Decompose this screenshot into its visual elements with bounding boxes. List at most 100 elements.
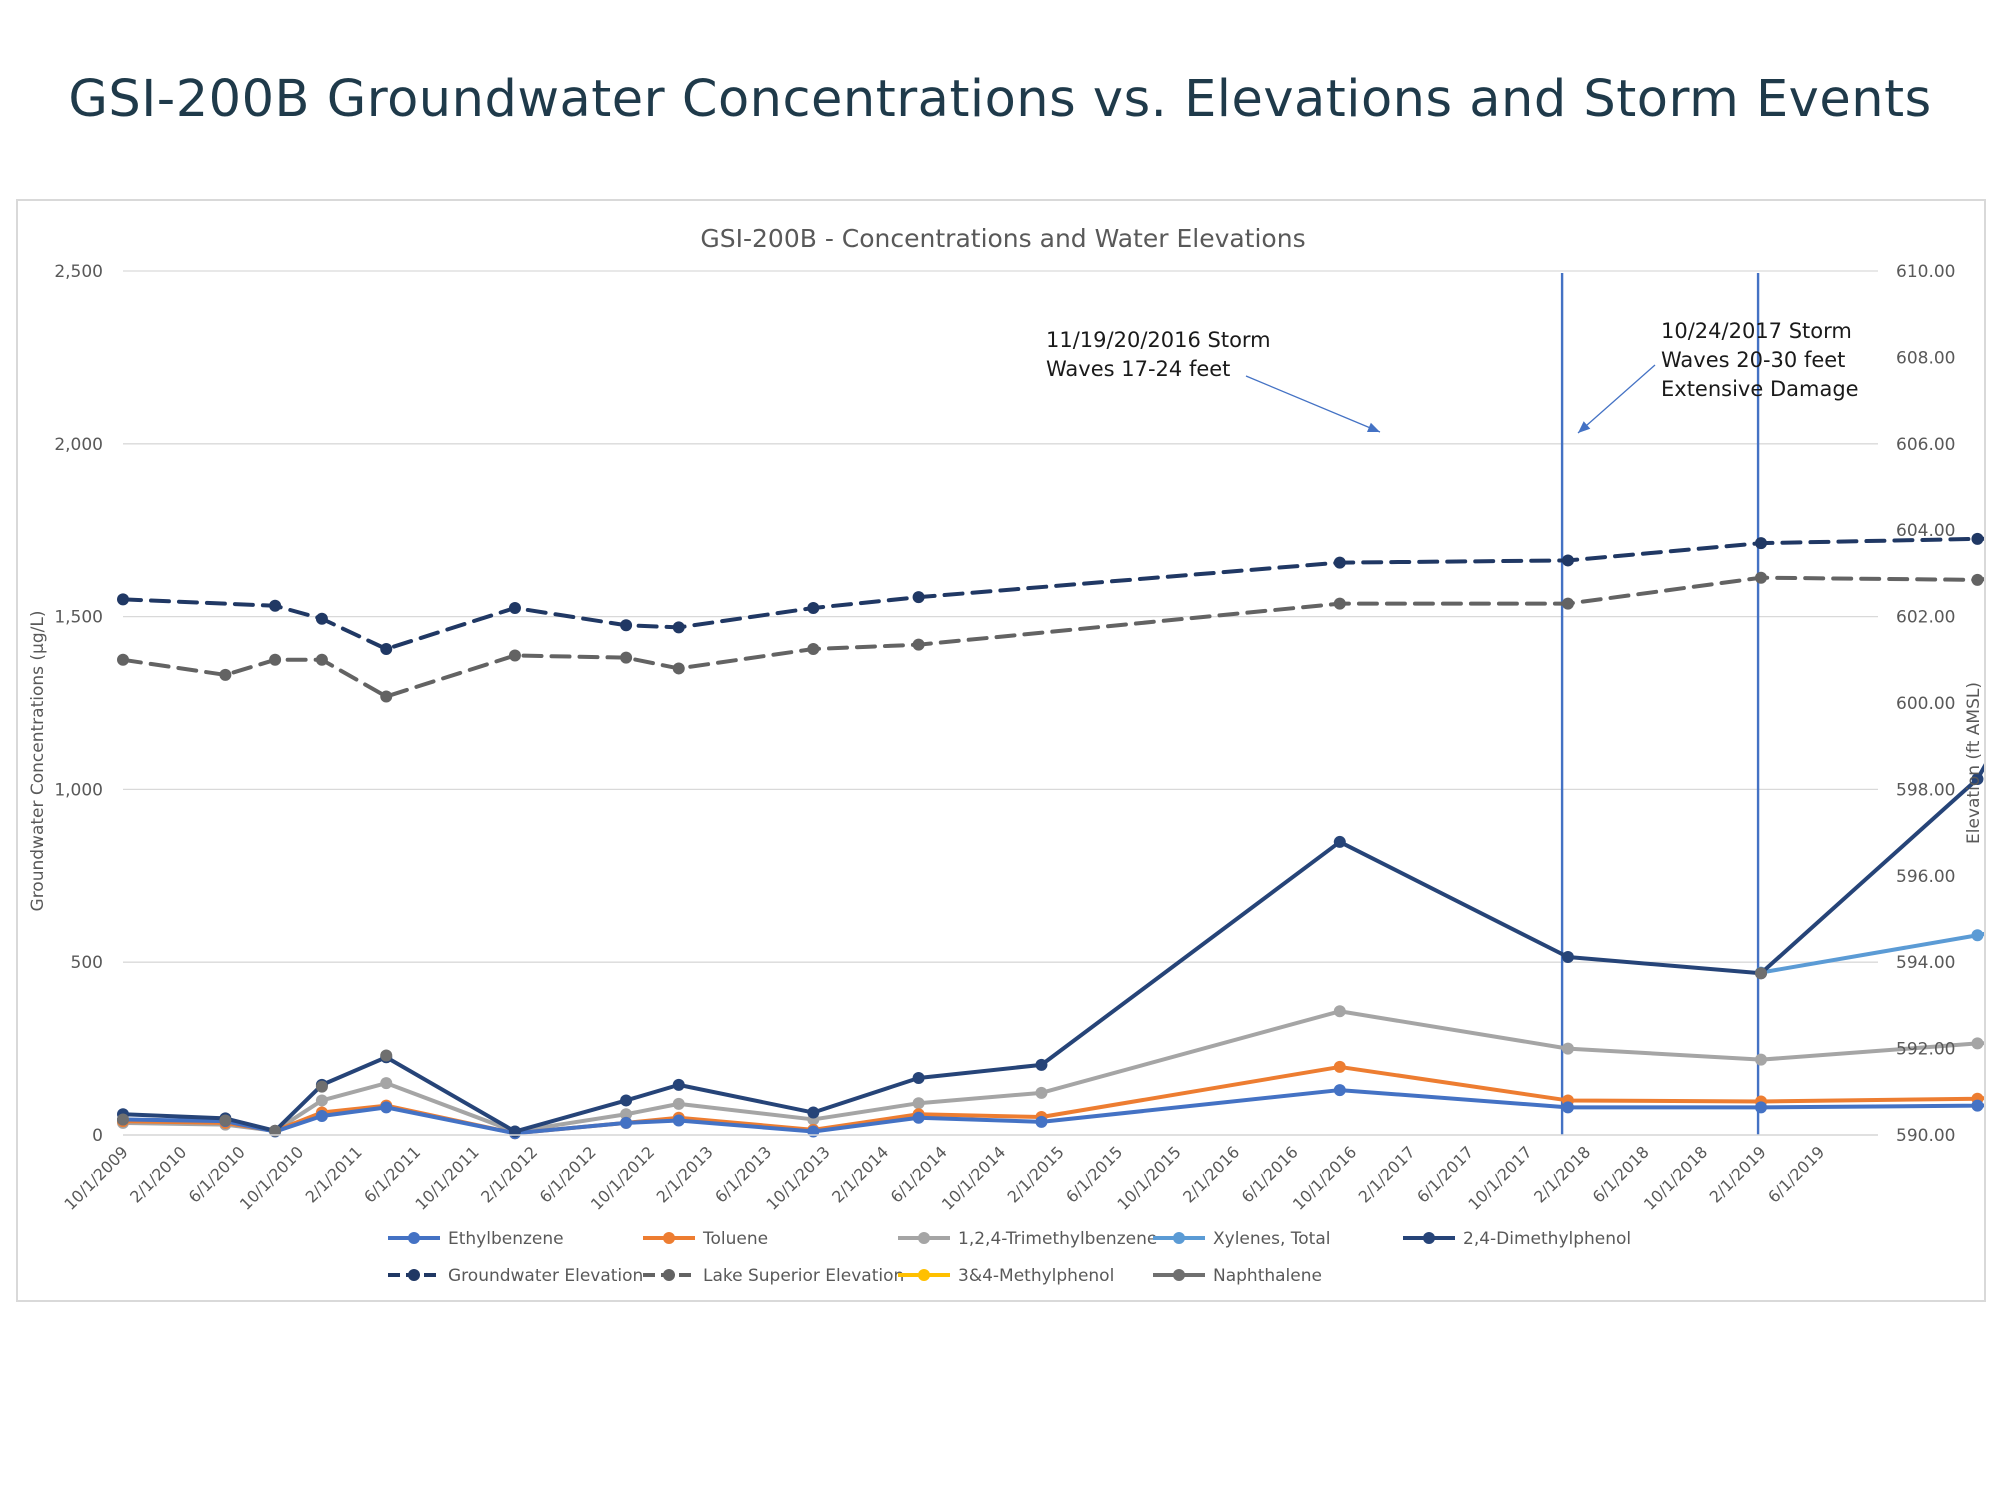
y2-tick-label: 604.00 [1896,521,1955,541]
storm-event-annotation: 10/24/2017 Storm [1661,319,1852,343]
y-axis-label: Groundwater Concentrations (µg/L) [28,611,48,912]
data-point [1333,597,1346,610]
x-tick-label: 2/1/2012 [477,1142,541,1206]
legend-swatch-marker [408,1269,420,1281]
data-point [620,651,633,664]
y-tick-label: 1,000 [54,780,103,800]
y2-tick-label: 592.00 [1896,1040,1955,1060]
data-point [315,1109,328,1122]
x-tick-label: 10/1/2016 [1289,1142,1360,1213]
data-point [117,653,129,666]
data-point [1561,1042,1574,1055]
x-tick-label: 10/1/2015 [1113,1142,1184,1213]
legend-swatch-marker [918,1269,930,1281]
legend-label: Lake Superior Elevation [703,1266,904,1286]
storm-event-annotation: Extensive Damage [1661,377,1859,401]
data-point [1035,1086,1048,1099]
y2-tick-label: 606.00 [1896,435,1955,455]
x-tick-label: 10/1/2014 [938,1142,1009,1213]
data-point [269,599,282,612]
y2-tick-label: 602.00 [1896,608,1955,628]
data-point [912,1097,925,1110]
data-point [1561,951,1574,964]
data-point [620,619,633,632]
legend-label: 2,4-Dimethylphenol [1463,1229,1631,1249]
data-point [620,1094,633,1107]
x-tick-label: 10/1/2017 [1464,1142,1535,1213]
data-point [912,1071,925,1084]
data-point [1333,835,1346,848]
y2-tick-label: 610.00 [1896,262,1955,282]
data-point [1333,1005,1346,1018]
y2-tick-label: 594.00 [1896,953,1955,973]
data-point [1035,1115,1048,1128]
y-tick-label: 2,000 [54,435,103,455]
legend-swatch-marker [408,1232,420,1244]
chart-svg: 11/19/20/2016 Storm Waves 17-24 feet 10/24… [28,224,1984,1286]
series-line [121,536,1984,651]
data-point [315,612,328,625]
data-point [219,668,232,681]
x-tick-label: 2/1/2010 [126,1142,190,1206]
legend-swatch-marker [1173,1232,1185,1244]
data-point [508,601,521,614]
legend-swatch-marker [1173,1269,1185,1281]
data-point [807,601,820,614]
data-point [672,621,685,634]
legend-label: Ethylbenzene [448,1229,564,1249]
data-point [1755,571,1767,584]
data-point [380,690,393,703]
legend-swatch-marker [1423,1232,1435,1244]
data-point [620,1108,633,1121]
x-tick-label: 2/1/2014 [828,1142,892,1206]
data-point [380,643,393,655]
data-point [807,643,820,655]
y-tick-label: 1,500 [54,608,103,628]
x-tick-label: 2/1/2013 [653,1142,717,1206]
data-point [269,1124,282,1137]
x-tick-label: 10/1/2009 [60,1142,131,1213]
data-point [1035,1058,1048,1071]
storm-event-arrow [1577,364,1656,434]
data-point [1333,1084,1346,1097]
storm-event-annotation: 11/19/20/2016 Storm [1046,328,1271,352]
data-point [1755,1101,1767,1114]
page-title: GSI-200B Groundwater Concentrations vs. … [68,70,1932,129]
legend-label: Groundwater Elevation [448,1266,643,1286]
x-tick-label: 10/1/2012 [587,1142,658,1213]
x-tick-label: 2/1/2016 [1179,1142,1243,1206]
x-tick-label: 10/1/2010 [236,1142,307,1213]
data-point [1755,967,1767,980]
y2-tick-label: 596.00 [1896,867,1955,887]
series-line [121,1009,1984,1134]
data-point [117,1113,129,1126]
y-tick-label: 0 [92,1126,103,1146]
x-tick-label: 2/1/2017 [1355,1142,1419,1206]
axes: 0 500 1,000 1,500 2,000 2,500 590.00 592.00 594.… [54,262,1955,1214]
legend-label: Xylenes, Total [1213,1229,1331,1249]
x-tick-label: 10/1/2013 [762,1142,833,1213]
legend-label: Naphthalene [1213,1266,1322,1286]
data-point [1971,1099,1984,1112]
x-tick-label: 2/1/2015 [1004,1142,1068,1206]
data-point [380,1101,393,1114]
y2-tick-label: 608.00 [1896,348,1955,368]
x-tick-label: 2/1/2018 [1530,1142,1594,1206]
y2-axis-label: Elevation (ft AMSL) [1964,682,1984,844]
data-point [315,1080,328,1093]
legend-label: 1,2,4-Trimethylbenzene [958,1229,1157,1249]
data-point [508,649,521,662]
chart-title: GSI-200B - Concentrations and Water Elev… [700,224,1305,253]
y2-tick-label: 600.00 [1896,694,1955,714]
data-point [1755,1053,1767,1066]
legend-label: 3&4-Methylphenol [958,1266,1114,1286]
y-tick-label: 2,500 [54,262,103,282]
data-point [672,1114,685,1127]
data-point [1971,573,1984,586]
data-point [1971,1037,1984,1050]
data-point [620,1116,633,1129]
legend-swatch-marker [663,1232,675,1244]
chart-frame: 11/19/20/2016 Storm Waves 17-24 feet 10/24… [16,199,1986,1302]
legend-label: Toluene [702,1229,768,1249]
data-point [1561,1101,1574,1114]
